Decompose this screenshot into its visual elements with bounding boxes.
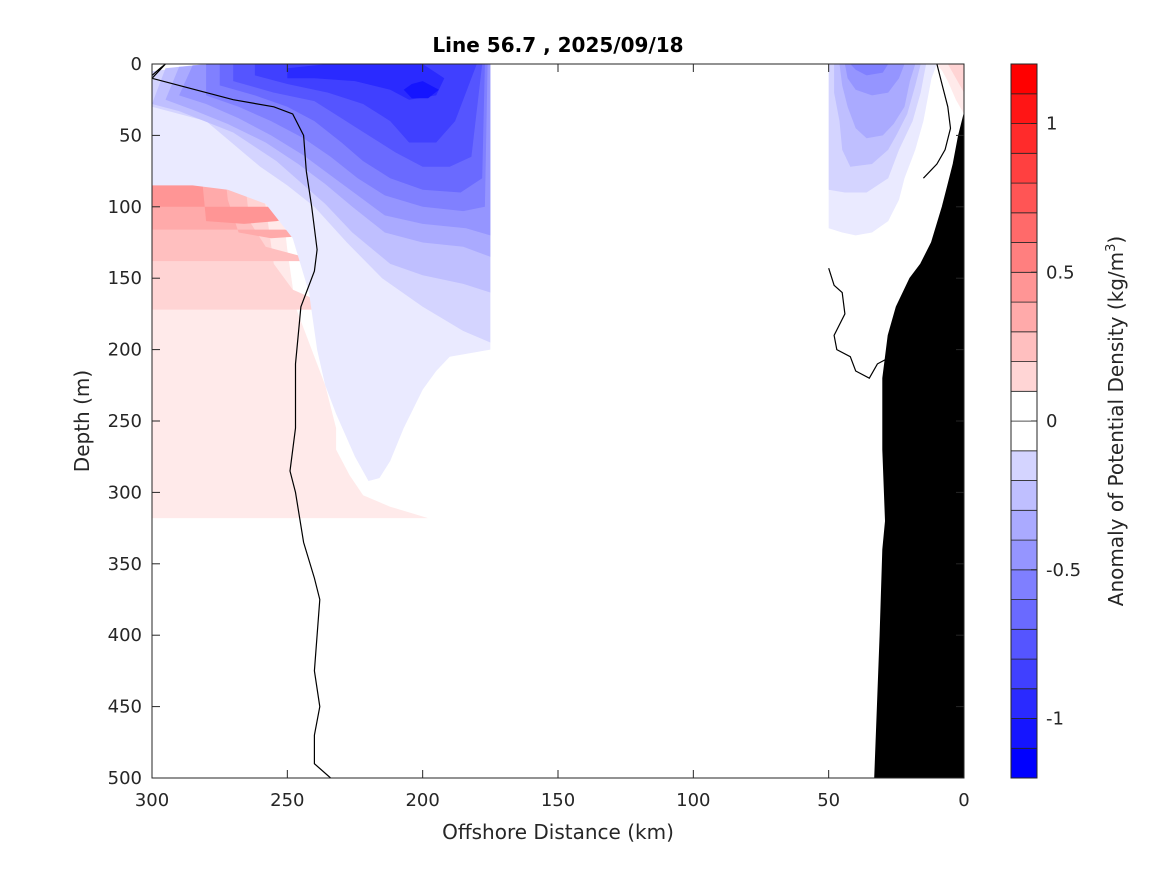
- colorbar-cell: [1010, 688, 1038, 719]
- contour-fill-group: [152, 64, 964, 519]
- colorbar-cell: [1010, 747, 1038, 779]
- colorbar-cell: [1010, 658, 1038, 690]
- colorbar-cell: [1010, 212, 1038, 243]
- y-axis: 0 50 100 150 200 250 300 350 400 450 500: [108, 54, 964, 789]
- colorbar-tick-label: 0: [1046, 411, 1057, 432]
- colorbar-cell: [1010, 93, 1038, 125]
- bathymetry-group: [874, 113, 964, 778]
- y-tick-label: 500: [108, 768, 142, 789]
- x-tick-label: 50: [817, 790, 840, 811]
- y-tick-label: 150: [108, 268, 142, 289]
- zero-contour-deep: [828, 268, 892, 380]
- colorbar-cell: [1010, 63, 1038, 95]
- colorbar-cell: [1010, 242, 1038, 273]
- x-axis-label: Offshore Distance (km): [442, 820, 674, 844]
- colorbar-cell: [1010, 420, 1038, 452]
- negative-anomaly-nearshore-level-4: [844, 64, 905, 96]
- x-axis: 300 250 200 150 100 50 0: [135, 64, 970, 811]
- colorbar-cell: [1010, 390, 1038, 422]
- colorbar-tick-label: -1: [1046, 709, 1064, 730]
- colorbar-cell: [1010, 509, 1038, 541]
- x-tick-label: 200: [405, 790, 439, 811]
- colorbar-cell: [1010, 718, 1038, 749]
- y-tick-label: 0: [131, 54, 142, 75]
- colorbar-tick-label: 0.5: [1046, 262, 1075, 283]
- negative-anomaly-nearshore-level-5: [850, 64, 889, 76]
- colorbar-cell: [1010, 123, 1038, 154]
- y-tick-label: 250: [108, 411, 142, 432]
- contour-line-group: [152, 64, 952, 778]
- x-tick-label: 150: [541, 790, 575, 811]
- zero-contour-nearshore: [922, 64, 952, 179]
- colorbar-cell: [1010, 628, 1038, 660]
- colorbar-cell: [1010, 480, 1038, 511]
- colorbar-tick-label: 1: [1046, 114, 1057, 135]
- chart-title: Line 56.7 , 2025/09/18: [432, 33, 683, 57]
- x-tick-label: 250: [270, 790, 304, 811]
- y-tick-label: 300: [108, 482, 142, 503]
- colorbar-cell: [1010, 569, 1038, 600]
- zero-contour-offshore: [152, 64, 331, 778]
- colorbar-cell: [1010, 361, 1038, 392]
- colorbar-cell: [1010, 271, 1038, 303]
- colorbar: 1 0.5 0 -0.5 -1 Anomaly of Potential Density…: [1010, 63, 1128, 779]
- colorbar-cell: [1010, 301, 1038, 333]
- x-tick-label: 100: [676, 790, 710, 811]
- positive-anomaly-nearshore-level-1: [947, 64, 964, 93]
- y-tick-label: 100: [108, 197, 142, 218]
- colorbar-cell: [1010, 539, 1038, 571]
- seafloor: [874, 113, 964, 778]
- y-tick-label: 50: [119, 125, 142, 146]
- y-tick-label: 350: [108, 554, 142, 575]
- y-tick-label: 400: [108, 625, 142, 646]
- colorbar-cell: [1010, 152, 1038, 184]
- y-axis-label: Depth (m): [70, 370, 94, 472]
- y-tick-label: 200: [108, 340, 142, 361]
- colorbar-cell: [1010, 450, 1038, 481]
- colorbar-cell: [1010, 331, 1038, 362]
- y-tick-label: 450: [108, 697, 142, 718]
- x-tick-label: 0: [958, 790, 969, 811]
- x-tick-label: 300: [135, 790, 169, 811]
- colorbar-tick-label: -0.5: [1046, 560, 1081, 581]
- negative-anomaly-offshore-level-10: [403, 81, 439, 99]
- colorbar-cell: [1010, 182, 1038, 214]
- colorbar-label: Anomaly of Potential Density (kg/m3): [1104, 236, 1128, 606]
- colorbar-cell: [1010, 599, 1038, 630]
